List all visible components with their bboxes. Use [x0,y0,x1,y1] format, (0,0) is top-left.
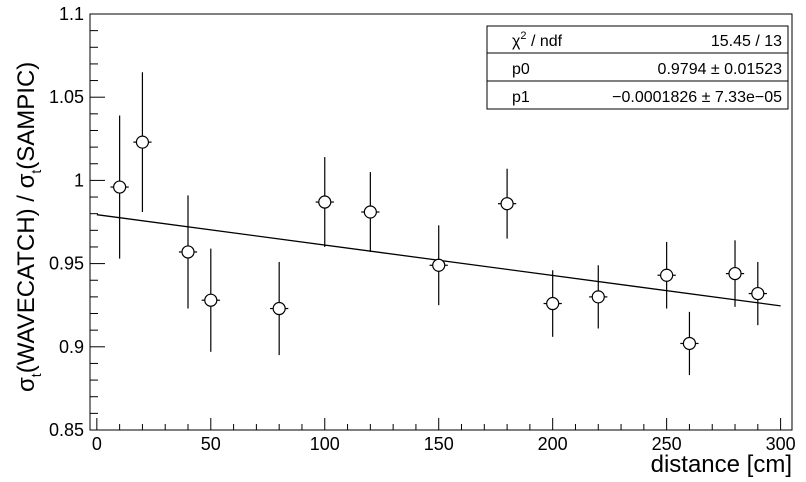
stats-label-p1: p1 [512,89,530,106]
data-marker [591,290,605,304]
y-tick-label: 0.95 [49,254,84,274]
x-tick-label: 150 [424,434,454,454]
data-point [657,241,676,309]
y-tick-label: 1.05 [49,87,84,107]
stats-value-p1: −0.0001826 ± 7.33e−05 [612,89,782,106]
x-tick-label: 300 [766,434,796,454]
data-points [110,72,767,376]
data-marker [751,286,765,301]
stats-label-p0: p0 [512,61,530,78]
y-axis-title: σt(WAVECATCH) / σt(SAMPIC) [13,62,44,392]
data-marker [181,245,195,259]
data-point [589,265,608,329]
x-axis-title: distance [cm] [651,451,792,478]
y-axis-title-end: (SAMPIC) [13,62,40,170]
data-marker [204,293,218,307]
data-marker [682,336,697,351]
y-axis-title-sigma1: σ [13,377,40,392]
data-point [429,225,448,306]
data-marker [500,197,514,211]
data-point [315,157,334,247]
y-axis-title-mid: (WAVECATCH) / σ [13,173,40,373]
stats-label-chi: χ [512,33,521,50]
x-tick-label: 200 [538,434,568,454]
y-axis-title-sub2: t [28,170,44,174]
data-point [680,311,699,376]
y-tick-label: 1 [74,170,84,190]
y-axis-title-sub1: t [28,373,44,377]
data-marker [318,195,332,209]
y-tick-label: 0.85 [49,420,84,440]
stats-label-chi2: χ2 / ndf [512,30,563,50]
stats-label-chi-sup: 2 [520,30,526,42]
x-tick-labels: 0 50 100 150 200 250 300 [92,434,796,454]
stats-box-frame [486,25,789,110]
data-marker [135,135,150,149]
y-tick-labels: 0.85 0.9 0.95 1 1.05 1.1 [49,4,84,440]
stats-value-chi2: 15.45 / 13 [711,33,782,50]
data-point [270,261,289,356]
axis-ticks [90,13,782,431]
data-marker [272,301,286,316]
data-marker [660,268,674,282]
data-point [110,115,129,259]
x-tick-label: 50 [201,434,221,454]
data-point [748,261,767,326]
data-marker [113,180,127,194]
data-point [178,195,198,309]
plot-frame [89,13,793,431]
y-tick-label: 0.9 [59,337,84,357]
data-point [201,248,220,352]
stats-label-ndf: / ndf [527,33,563,50]
data-point [497,168,517,239]
data-marker [432,258,446,272]
data-point [543,270,562,337]
x-tick-label: 250 [652,434,682,454]
data-marker [728,266,742,281]
data-point [361,172,380,252]
data-point [725,240,745,307]
stats-value-p0: 0.9794 ± 0.01523 [658,61,783,78]
x-tick-label: 100 [310,434,340,454]
x-tick-label: 0 [92,434,102,454]
stats-box: χ2 / ndf 15.45 / 13 p0 0.9794 ± 0.01523 … [486,25,789,110]
y-tick-label: 1.1 [59,4,84,24]
data-marker [363,205,377,219]
data-point [133,72,152,213]
data-marker [546,296,560,311]
